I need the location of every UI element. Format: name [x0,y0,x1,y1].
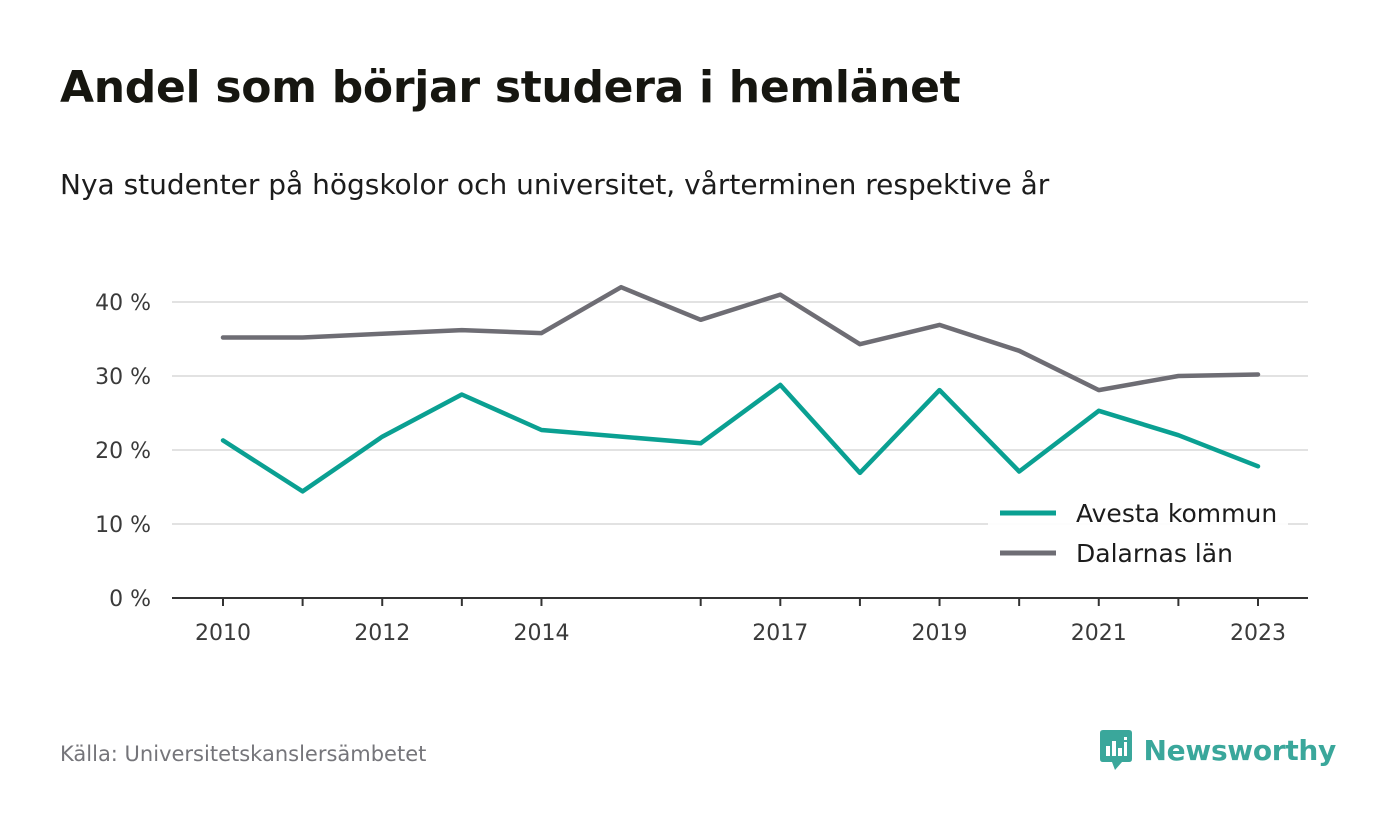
newsworthy-logo-icon [1099,730,1132,770]
x-axis: 2010 2012 2014 2017 2019 2021 2023 [172,597,1308,646]
y-tick-label: 20 % [95,439,151,464]
chart-subtitle: Nya studenter på högskolor och universit… [60,168,1050,201]
legend-label: Avesta kommun [1076,499,1277,528]
x-tick-label: 2019 [912,621,968,646]
x-tick-label: 2014 [513,621,569,646]
brand-name: Newsworthy [1143,733,1337,767]
brand-logo: Newsworthy [1098,728,1336,772]
x-tick-label: 2023 [1230,621,1286,646]
source-note: Källa: Universitetskanslersämbetet [60,742,427,766]
y-tick-label: 40 % [95,291,151,316]
legend-background [988,492,1288,578]
series-line-dalarnas-län [220,284,1261,393]
y-axis-ticks: 0 % 10 % 20 % 30 % 40 % [95,291,151,612]
x-tick-label: 2010 [195,621,251,646]
x-tick-label: 2017 [752,621,808,646]
series-line-avesta-kommun [220,382,1261,494]
x-tick-label: 2021 [1071,621,1127,646]
series-lines [220,284,1261,494]
y-tick-label: 10 % [95,513,151,538]
legend-label: Dalarnas län [1076,539,1233,568]
chart-title: Andel som börjar studera i hemlänet [60,62,961,113]
x-tick-label: 2012 [354,621,410,646]
legend: Avesta kommun Dalarnas län [988,492,1288,578]
y-tick-label: 0 % [109,587,151,612]
y-tick-label: 30 % [95,365,151,390]
